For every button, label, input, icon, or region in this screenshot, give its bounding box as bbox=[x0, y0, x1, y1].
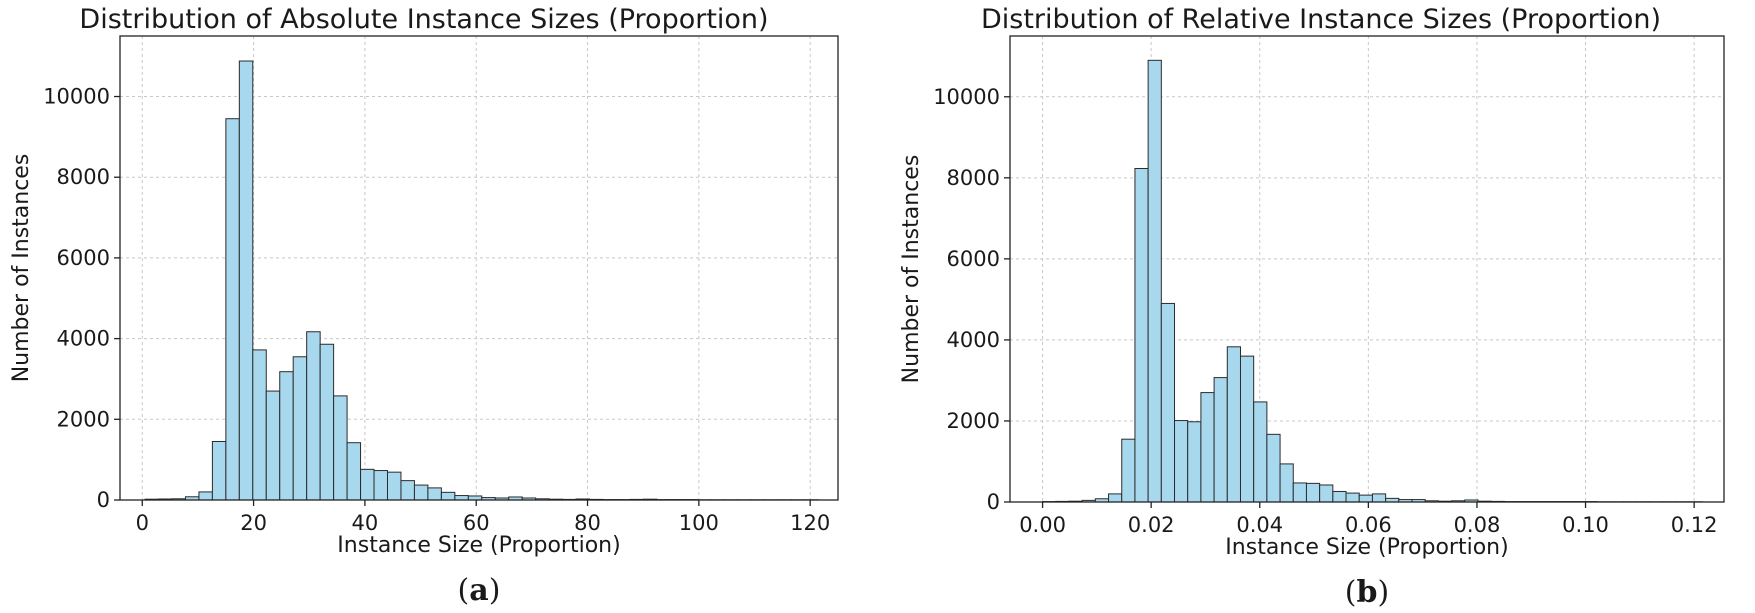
histogram-bar bbox=[1279, 463, 1294, 503]
x-tick-label: 80 bbox=[574, 511, 601, 535]
histogram-bar bbox=[292, 356, 308, 501]
y-tick-label: 4000 bbox=[57, 327, 110, 351]
x-tick-label: 0.12 bbox=[1671, 513, 1718, 537]
x-tick-label: 100 bbox=[679, 511, 719, 535]
y-tick-label: 10000 bbox=[933, 85, 1000, 109]
histogram-bar bbox=[1160, 302, 1176, 503]
histogram-bar bbox=[440, 491, 456, 501]
y-tick-label: 6000 bbox=[947, 247, 1000, 271]
x-tick-label: 0 bbox=[136, 511, 149, 535]
histogram-bar bbox=[211, 440, 227, 501]
y-tick-label: 6000 bbox=[57, 246, 110, 270]
histogram-bar bbox=[1239, 355, 1255, 503]
histogram-bar bbox=[360, 468, 375, 501]
x-tick-label: 0.04 bbox=[1236, 513, 1283, 537]
plot-frame bbox=[119, 35, 839, 501]
histogram-bar bbox=[265, 390, 281, 501]
x-tick-label: 20 bbox=[240, 511, 267, 535]
x-axis-label: Instance Size (Proportion) bbox=[337, 533, 620, 558]
histogram-bar bbox=[1371, 493, 1387, 503]
panel-label-letter: a bbox=[469, 573, 488, 608]
histogram-bar bbox=[1253, 401, 1268, 503]
histogram-bar bbox=[319, 343, 335, 501]
histogram-bar bbox=[346, 442, 362, 501]
chart-title: Distribution of Relative Instance Sizes … bbox=[981, 4, 1661, 35]
histogram-bar bbox=[279, 371, 294, 501]
histogram-bar bbox=[1187, 421, 1202, 503]
x-tick-label: 0.10 bbox=[1562, 513, 1609, 537]
x-tick-label: 120 bbox=[790, 511, 830, 535]
histogram-bar bbox=[306, 331, 321, 501]
panel-label: (b) bbox=[1345, 575, 1389, 610]
histogram-bar bbox=[373, 470, 388, 501]
histogram-bar bbox=[1266, 433, 1281, 503]
plot-frame bbox=[1009, 35, 1725, 503]
histogram-bar bbox=[454, 495, 469, 501]
panel-label: (a) bbox=[458, 573, 501, 608]
histogram-bar bbox=[1358, 494, 1373, 503]
y-axis-label: Number of Instances bbox=[899, 155, 924, 384]
histogram-bar bbox=[1319, 484, 1334, 503]
histogram-bar bbox=[1213, 377, 1228, 503]
y-tick-label: 8000 bbox=[57, 165, 110, 189]
x-axis-label: Instance Size (Proportion) bbox=[1225, 535, 1508, 560]
histogram-bar bbox=[238, 60, 254, 501]
histogram-bar bbox=[225, 118, 240, 501]
histogram-bar bbox=[1226, 346, 1241, 503]
panel-b-relative-sizes: 0.00 0.02 0.04 0.06 0.08 0.10 0.12 0 2000 4000 600… bbox=[899, 4, 1725, 610]
histogram-bar bbox=[1134, 168, 1149, 503]
x-tick-label: 40 bbox=[352, 511, 379, 535]
x-tick-label: 60 bbox=[463, 511, 490, 535]
histogram-bar bbox=[1332, 490, 1347, 503]
y-tick-label: 10000 bbox=[43, 85, 110, 109]
y-tick-label: 0 bbox=[97, 488, 110, 512]
x-tick-label: 0.06 bbox=[1345, 513, 1392, 537]
histogram-bar bbox=[1200, 392, 1215, 503]
panel-label-open: ( bbox=[1345, 575, 1357, 610]
histogram-bar bbox=[1345, 492, 1360, 503]
histogram-bar bbox=[333, 395, 348, 501]
histogram-bar bbox=[386, 471, 402, 501]
histogram-bar bbox=[1174, 420, 1189, 503]
y-tick-label: 8000 bbox=[947, 166, 1000, 190]
y-tick-label: 2000 bbox=[947, 409, 1000, 433]
x-tick-label: 0.08 bbox=[1454, 513, 1501, 537]
chart-title: Distribution of Absolute Instance Sizes … bbox=[79, 4, 768, 35]
histogram-bar bbox=[400, 480, 415, 501]
histogram-bar bbox=[198, 491, 213, 501]
panel-label-close: ) bbox=[489, 573, 501, 608]
panel-label-open: ( bbox=[458, 573, 470, 608]
histogram-bar bbox=[1108, 493, 1123, 503]
histogram-bar bbox=[1121, 438, 1136, 503]
histogram-bar bbox=[1305, 482, 1321, 503]
y-tick-label: 2000 bbox=[57, 407, 110, 431]
panel-label-close: ) bbox=[1377, 575, 1389, 610]
histogram-bar bbox=[413, 484, 429, 501]
panel-label-letter: b bbox=[1357, 575, 1378, 610]
panel-a-absolute-sizes: 0 20 40 60 80 100 120 0 2000 4000 6000 8000 10000 Dis… bbox=[9, 4, 839, 608]
histogram-bar bbox=[1292, 482, 1307, 503]
histogram-bar bbox=[427, 487, 442, 501]
x-tick-label: 0.00 bbox=[1019, 513, 1066, 537]
y-tick-label: 4000 bbox=[947, 328, 1000, 352]
y-tick-label: 0 bbox=[987, 490, 1000, 514]
x-tick-label: 0.02 bbox=[1128, 513, 1175, 537]
y-axis-label: Number of Instances bbox=[9, 154, 34, 383]
histogram-bar bbox=[252, 349, 267, 501]
histogram-bar bbox=[1147, 59, 1162, 503]
